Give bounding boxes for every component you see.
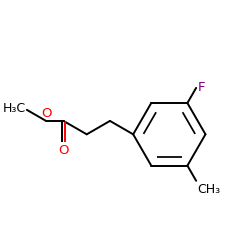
- Text: O: O: [58, 144, 69, 157]
- Text: H₃C: H₃C: [2, 102, 26, 115]
- Text: O: O: [41, 106, 51, 120]
- Text: CH₃: CH₃: [197, 183, 220, 196]
- Text: F: F: [197, 82, 205, 94]
